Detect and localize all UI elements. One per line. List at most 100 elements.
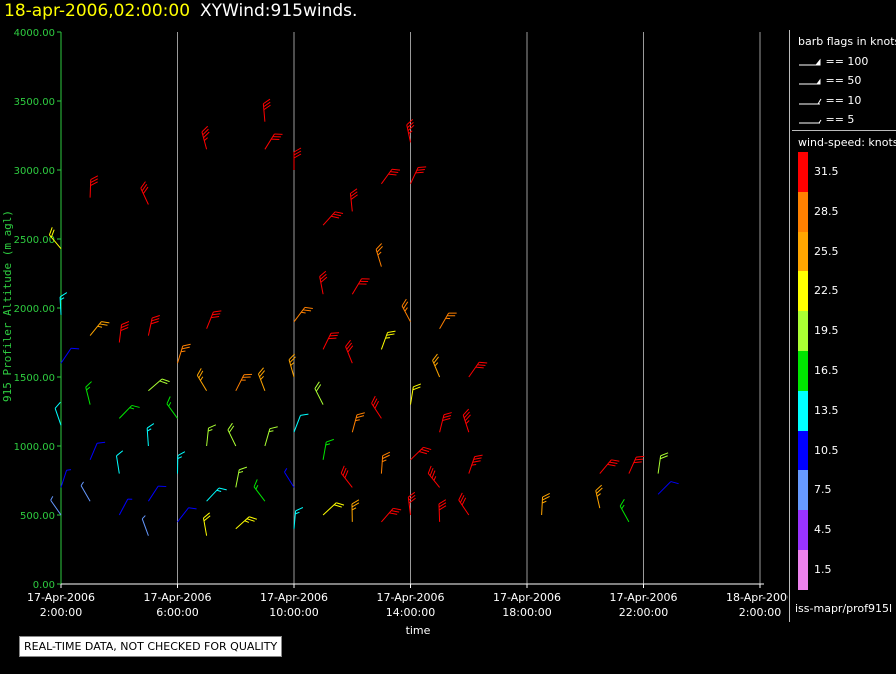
x-tick-label: 2:00:00	[40, 606, 82, 619]
legend-divider	[792, 130, 896, 131]
speed-label: 4.5	[814, 523, 832, 537]
wind-barb	[410, 446, 432, 461]
wind-barb	[115, 450, 124, 474]
wind-barb	[253, 479, 266, 502]
speed-label: 7.5	[814, 483, 832, 497]
speed-swatch	[798, 152, 808, 192]
legend-panel	[789, 30, 896, 622]
y-tick-label: 1500.00	[14, 373, 55, 384]
wind-barb	[619, 499, 630, 523]
wind-barb	[50, 496, 62, 516]
y-tick-label: 2500.00	[14, 235, 55, 246]
wind-barb	[293, 306, 313, 323]
wind-barb	[59, 292, 68, 315]
wind-barb	[257, 367, 266, 391]
header-datetime: 18-apr-2006,02:00:00	[4, 1, 191, 21]
speed-legend-title: wind-speed: knots	[798, 136, 896, 149]
wind-barb	[319, 270, 328, 295]
y-axis-label: 915 Profiler Altitude (m agl)	[1, 210, 14, 402]
wind-barb	[118, 498, 133, 516]
speed-swatch	[798, 191, 808, 232]
speed-label: 25.5	[814, 244, 839, 258]
wind-barb	[657, 481, 679, 495]
wind-barb	[439, 412, 452, 433]
wind-barb	[206, 310, 222, 329]
x-tick-label: 18:00:00	[502, 606, 551, 619]
wind-barb	[227, 422, 237, 447]
wind-barb	[439, 312, 457, 329]
speed-label: 19.5	[814, 324, 839, 338]
barb-symbol-icon	[799, 119, 822, 124]
wind-barb	[599, 459, 620, 474]
barb-symbol-icon	[799, 78, 821, 85]
wind-barb	[293, 507, 304, 529]
wind-barb	[264, 426, 278, 447]
speed-swatch	[798, 231, 808, 272]
wind-barb	[351, 499, 360, 522]
barb-legend-item: == 10	[798, 94, 861, 107]
speed-swatch	[798, 271, 808, 312]
barb-legend-title: barb flags in knots	[798, 35, 896, 48]
wind-barb	[140, 181, 149, 205]
x-tick-label: 2:00:00	[739, 606, 781, 619]
wind-barb	[147, 485, 167, 502]
wind-barb	[118, 321, 130, 343]
x-tick-label: 17-Apr-2006	[260, 591, 328, 604]
wind-barb	[288, 353, 296, 378]
speed-label: 28.5	[814, 204, 839, 218]
speed-label: 10.5	[814, 443, 839, 457]
wind-barb	[381, 507, 402, 523]
wind-barb	[410, 383, 422, 405]
speed-label: 1.5	[814, 563, 832, 576]
y-tick-label: 4000.00	[14, 28, 55, 39]
speed-label: 31.5	[814, 165, 839, 178]
wind-barb	[380, 168, 401, 185]
x-tick-label: 10:00:00	[269, 606, 318, 619]
wind-barb	[201, 125, 210, 150]
wind-barb	[196, 368, 208, 392]
wind-barb	[177, 507, 197, 523]
speed-swatch	[798, 430, 808, 471]
wind-barb	[235, 373, 253, 392]
wind-barb	[468, 454, 483, 474]
y-tick-label: 2000.00	[14, 304, 55, 315]
speed-swatch	[798, 311, 808, 352]
wind-barb	[89, 441, 106, 460]
x-tick-label: 17-Apr-2006	[376, 591, 444, 604]
x-tick-label: 6:00:00	[156, 606, 198, 619]
wind-barb	[89, 175, 99, 198]
wind-barb	[146, 423, 155, 447]
wind-barb	[628, 455, 645, 474]
speed-swatch	[798, 550, 808, 590]
wind-barb	[345, 339, 354, 364]
y-tick-label: 3500.00	[14, 97, 55, 108]
wind-barb	[54, 401, 62, 426]
wind-barb	[438, 499, 447, 522]
wind-barb	[60, 347, 80, 364]
wind-barb	[380, 330, 396, 350]
x-axis-label: time	[406, 624, 431, 637]
wind-barb	[147, 315, 160, 336]
wind-barb	[202, 512, 211, 536]
speed-label: 13.5	[814, 403, 839, 417]
wind-barb	[375, 243, 383, 267]
speed-swatch	[798, 510, 808, 551]
wind-barb	[284, 468, 295, 488]
wind-barb	[427, 465, 440, 488]
wind-barb	[293, 413, 309, 433]
chart-header: 18-apr-2006,02:00:00 XYWind:915winds.	[4, 1, 357, 21]
speed-label: 16.5	[814, 364, 839, 377]
source-path: iss-mapr/prof915l	[795, 602, 893, 615]
x-tick-label: 22:00:00	[619, 606, 668, 619]
wind-barb	[595, 484, 603, 509]
wind-barb	[401, 298, 411, 323]
wind-barb	[322, 438, 334, 460]
wind-barb	[410, 166, 427, 185]
speed-swatch	[798, 390, 808, 431]
header-title: XYWind:915winds.	[200, 1, 358, 21]
wind-barb	[432, 353, 441, 378]
wind-barb	[351, 412, 365, 433]
y-tick-label: 1000.00	[14, 442, 55, 453]
wind-barb-plot: 0.00 500.00 1000.00 1500.00 2000.00 2500.00 30…	[1, 28, 788, 637]
wind-barb	[322, 211, 344, 226]
